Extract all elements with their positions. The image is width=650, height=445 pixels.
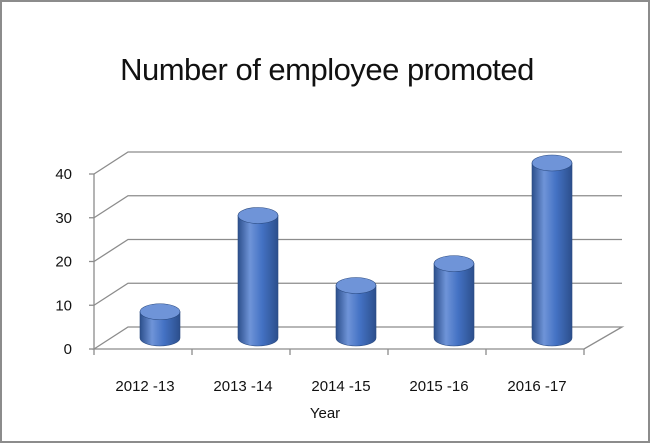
x-axis-title: Year — [310, 405, 340, 422]
x-tick-label: 2013 -14 — [213, 378, 272, 395]
bars — [139, 154, 573, 347]
x-tick-labels: 2012 -13 2013 -14 2014 -15 2015 -16 2016 -17 — [115, 378, 566, 395]
y-tick-label: 20 — [55, 254, 72, 271]
bar-top — [531, 154, 573, 172]
bar-top — [335, 277, 377, 294]
bar-body — [433, 263, 475, 347]
y-tick-label: 0 — [64, 341, 72, 358]
bar-top — [433, 255, 475, 272]
bar — [335, 277, 377, 347]
bar-body — [335, 285, 377, 347]
bar-body — [531, 162, 573, 347]
x-tick-label: 2014 -15 — [311, 378, 370, 395]
bar — [433, 255, 475, 347]
gridline — [93, 195, 622, 219]
y-tick-label: 30 — [55, 210, 72, 227]
y-tick-labels: 0 10 20 30 40 — [55, 166, 72, 358]
axes — [89, 173, 625, 355]
x-tick-label: 2016 -17 — [507, 378, 566, 395]
gridline — [93, 151, 622, 175]
chart-title: Number of employee promoted — [120, 52, 534, 87]
bar-top — [139, 303, 181, 321]
bar — [531, 154, 573, 347]
x-tick-label: 2015 -16 — [409, 378, 468, 395]
bar — [237, 207, 279, 347]
floor — [91, 326, 625, 350]
y-tick-label: 10 — [55, 297, 72, 314]
y-tick-label: 40 — [55, 166, 72, 183]
x-tick-label: 2012 -13 — [115, 378, 174, 395]
bar-top — [237, 207, 279, 224]
bar-body — [237, 215, 279, 347]
bar-body — [139, 311, 181, 347]
bar — [139, 303, 181, 347]
gridline — [93, 238, 622, 263]
